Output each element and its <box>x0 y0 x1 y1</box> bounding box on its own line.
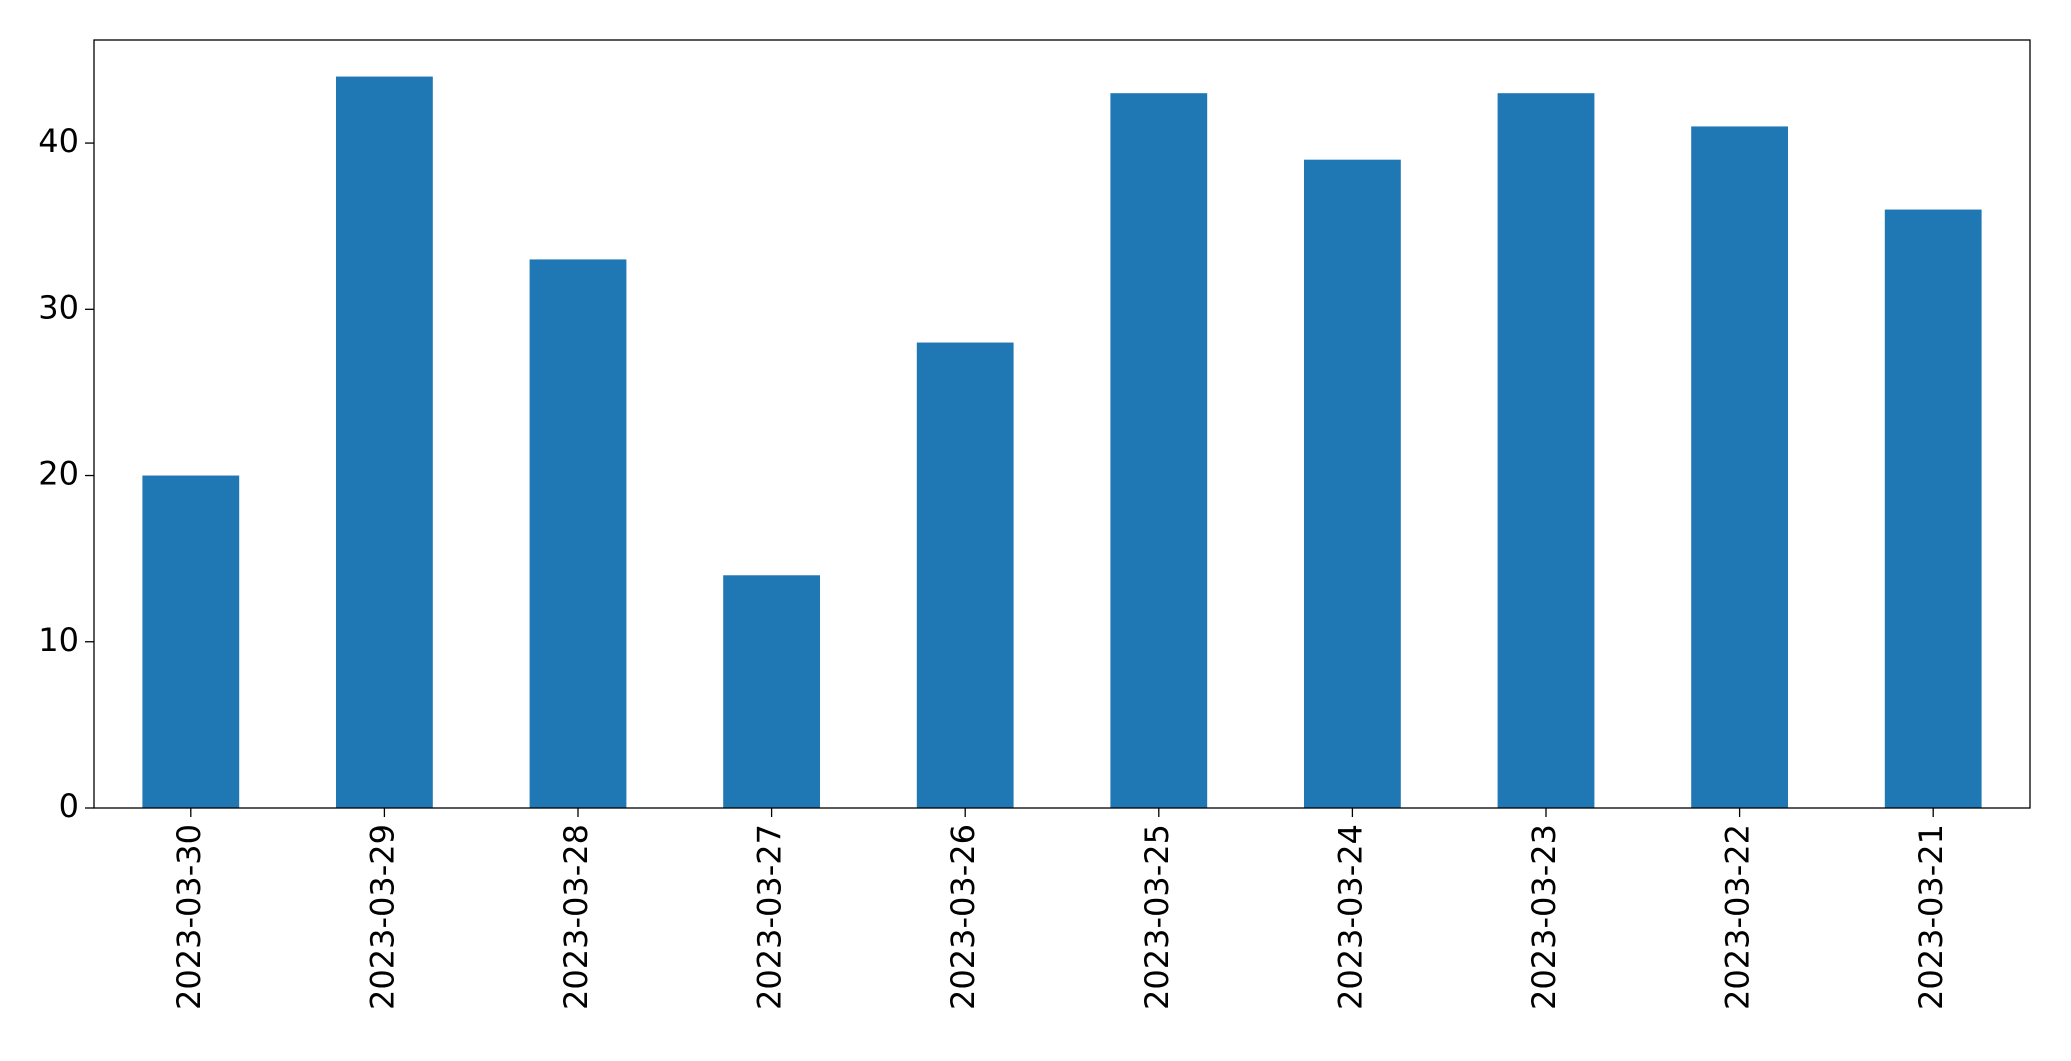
y-tick-label: 0 <box>59 787 79 825</box>
plot-frame <box>93 39 2031 809</box>
bar <box>916 342 1014 808</box>
x-tick-label: 2023-03-23 <box>1525 824 1563 1010</box>
y-tick-label: 20 <box>38 455 79 493</box>
x-tick-label: 2023-03-29 <box>363 824 401 1010</box>
x-tick-label: 2023-03-26 <box>944 824 982 1010</box>
bar <box>1691 126 1788 809</box>
x-tick-label: 2023-03-30 <box>170 824 208 1010</box>
bar <box>336 76 433 809</box>
x-tick-label: 2023-03-21 <box>1912 824 1950 1010</box>
x-tick-label: 2023-03-22 <box>1719 824 1757 1010</box>
x-tick-label: 2023-03-25 <box>1138 824 1176 1010</box>
bar <box>1110 93 1208 808</box>
bar <box>1304 159 1401 809</box>
bar <box>1884 209 1982 808</box>
x-tick-label: 2023-03-28 <box>557 824 595 1010</box>
bar <box>1497 93 1595 808</box>
y-tick-label: 40 <box>38 122 79 160</box>
x-tick-label: 2023-03-24 <box>1331 824 1369 1010</box>
y-tick-label: 30 <box>38 288 79 326</box>
x-tick-label: 2023-03-27 <box>751 824 789 1010</box>
bar <box>723 575 820 808</box>
bar <box>142 475 240 808</box>
y-tick-label: 10 <box>38 621 79 659</box>
bar <box>529 259 627 808</box>
